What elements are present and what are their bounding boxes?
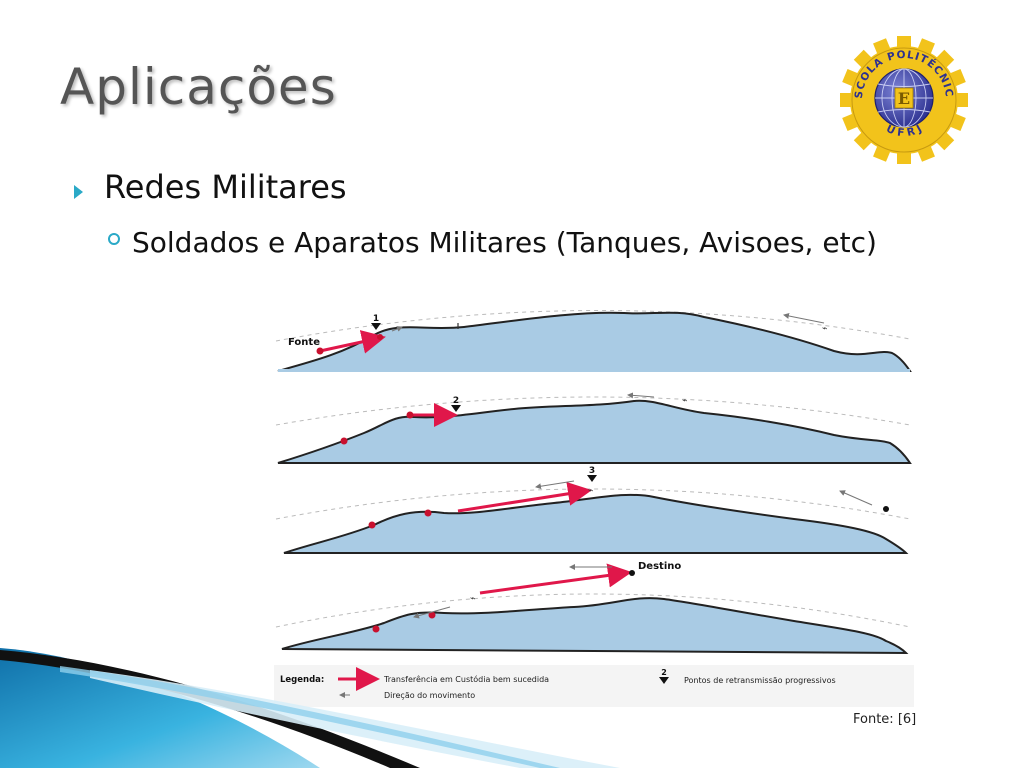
- military-network-diagram: Fonte 1 ⌁ 2 ⌁ 3: [274, 310, 914, 707]
- diagram-panel-3: 3 ⌁: [275, 466, 911, 554]
- diagram-panel-2: 2 ⌁: [275, 392, 912, 464]
- node: [377, 334, 383, 340]
- source-citation: Fonte: [6]: [853, 712, 917, 727]
- unit-icon: ⌁: [682, 396, 687, 406]
- node: [424, 509, 432, 517]
- node: [406, 411, 414, 419]
- bullet-text: Redes Militares: [104, 168, 347, 206]
- diagram-panel-4: Destino ⌁: [275, 561, 911, 655]
- bullet-arrow-icon: [74, 185, 83, 199]
- svg-text:2: 2: [661, 668, 667, 677]
- node: [629, 570, 635, 576]
- unit-icon: ⌁: [822, 324, 827, 334]
- node: [340, 437, 348, 445]
- legend-item: Transferência em Custódia bem sucedida: [383, 674, 549, 684]
- node: [428, 611, 436, 619]
- logo-bottom-text: U F R J: [884, 123, 924, 139]
- relay-marker-number: 3: [589, 466, 595, 476]
- diagram-panel-1: Fonte 1 ⌁: [275, 310, 912, 372]
- node: [883, 506, 889, 512]
- unit-icon: ⌁: [588, 486, 593, 496]
- node: [372, 625, 380, 633]
- destination-label: Destino: [638, 561, 681, 572]
- relay-marker-number: 2: [453, 396, 459, 406]
- relay-marker-number: 1: [373, 314, 379, 324]
- legend-item: Direção do movimento: [384, 691, 475, 700]
- svg-text:U F R J: U F R J: [884, 123, 924, 139]
- relay-point-icon: [451, 405, 461, 412]
- legend-title: Legenda:: [280, 675, 324, 685]
- logo-letter: E: [898, 89, 910, 108]
- node: [368, 521, 376, 529]
- relay-point-icon: [659, 677, 669, 684]
- sub-bullet-text: Soldados e Aparatos Militares (Tanques, …: [132, 226, 877, 259]
- source-label: Fonte: [288, 337, 320, 348]
- sub-bullet-ring-icon: [108, 233, 120, 245]
- relay-point-icon: [587, 475, 597, 482]
- diagram-legend: Legenda: Transferência em Custódia bem s…: [274, 665, 914, 707]
- node: [316, 347, 324, 355]
- decorative-swoosh: [0, 648, 620, 768]
- escola-politecnica-ufrj-logo: ESCOLA POLITÉCNICA U F R J E: [838, 34, 968, 164]
- relay-point-icon: [371, 323, 381, 330]
- legend-item: Pontos de retransmissão progressivos: [684, 676, 836, 685]
- slide-title: Aplicações: [60, 58, 337, 116]
- unit-icon: ⌁: [470, 594, 475, 604]
